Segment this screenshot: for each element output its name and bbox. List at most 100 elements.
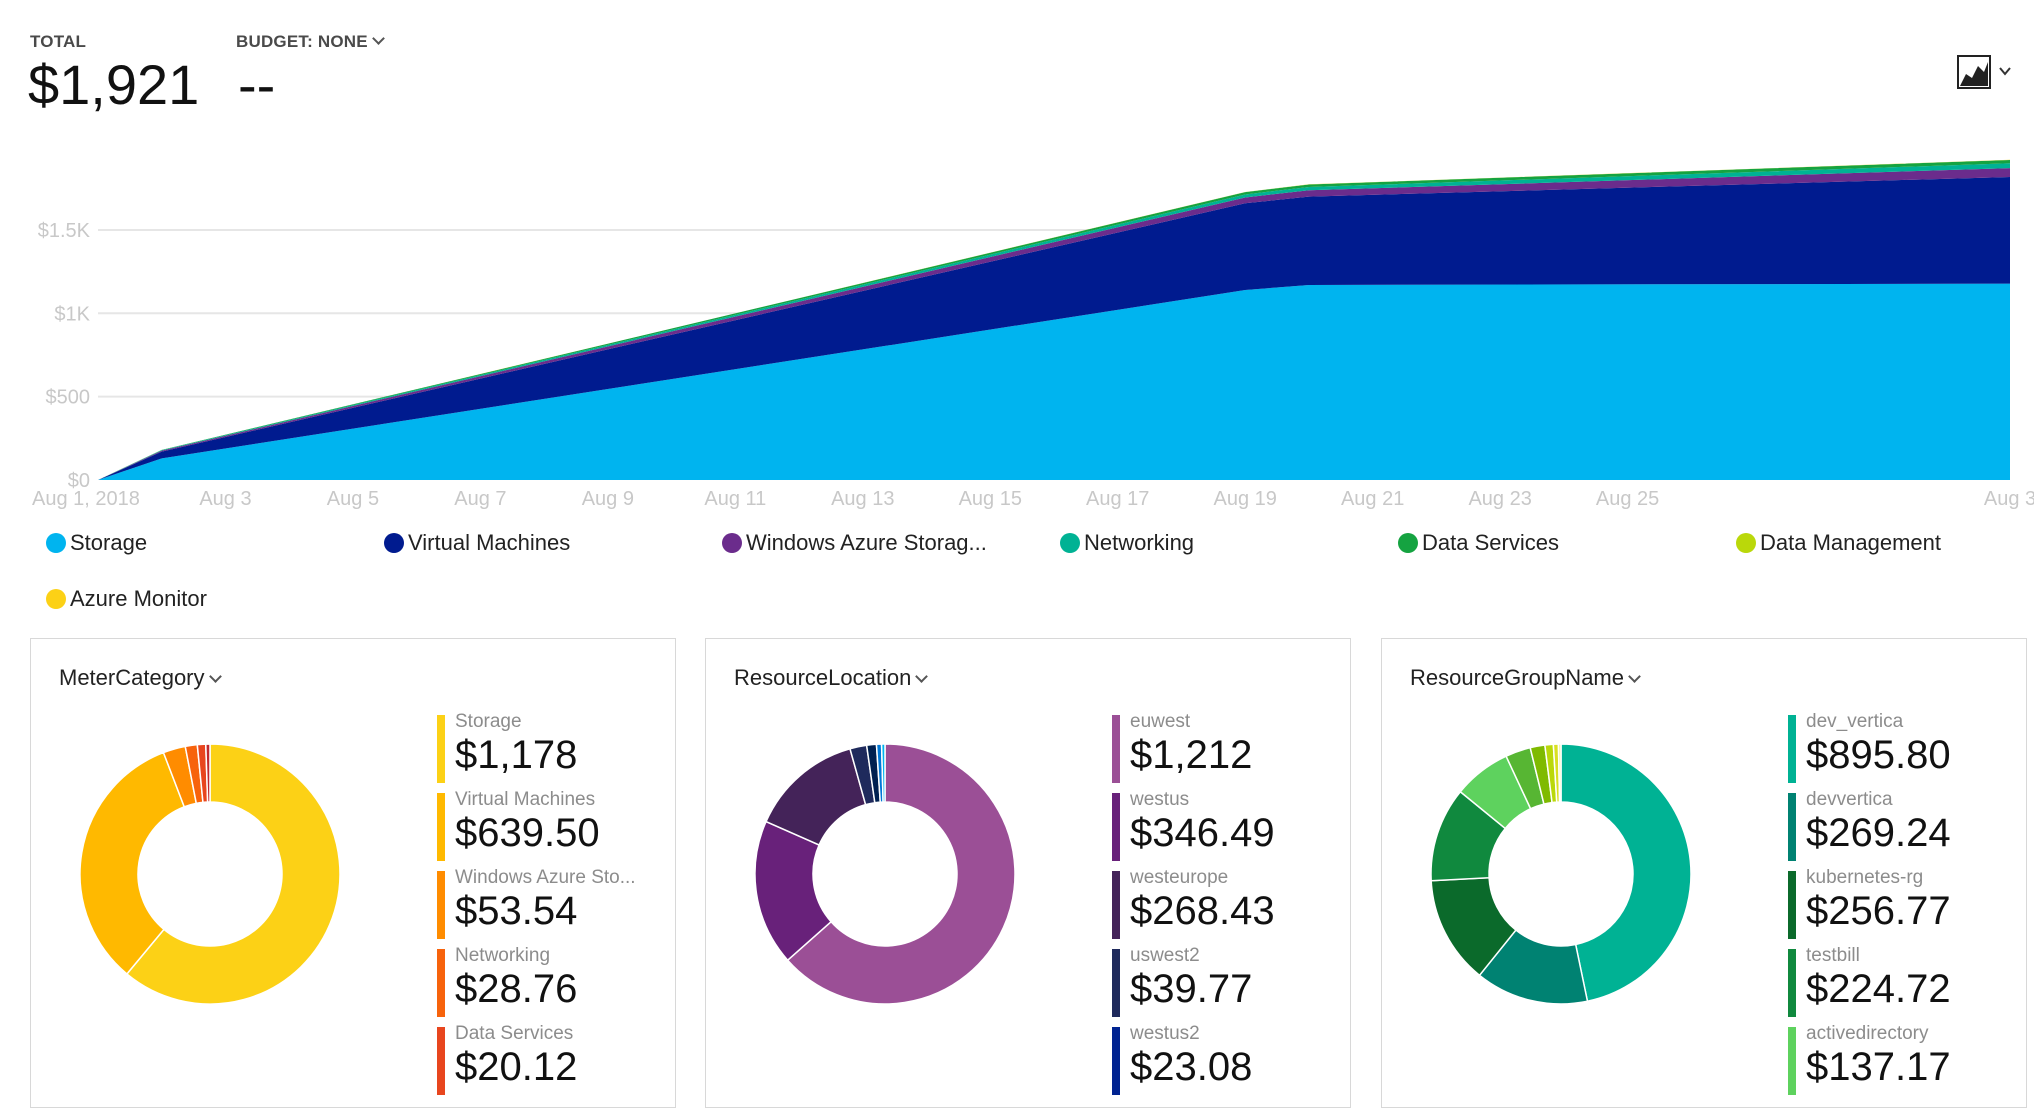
card-group-dropdown[interactable]: ResourceGroupName (1410, 665, 1641, 691)
breakdown-item-value: $256.77 (1806, 889, 1951, 933)
card-title: MeterCategory (59, 665, 205, 690)
legend-label: Data Services (1422, 530, 1559, 555)
breakdown-item-label: westus (1130, 789, 1190, 810)
breakdown-card-resourcelocation: ResourceLocation euwest $1,212 westus $346.4… (705, 638, 1351, 1108)
legend-label: Windows Azure Storag... (746, 530, 987, 555)
y-tick-label: $0 (68, 470, 90, 492)
breakdown-item-label: westus2 (1130, 1023, 1200, 1044)
x-tick-label: Aug 15 (959, 488, 1022, 510)
breakdown-item[interactable]: kubernetes-rg $256.77 (1788, 867, 1951, 945)
x-tick-label: Aug 5 (327, 488, 379, 510)
x-tick-label: Aug 7 (454, 488, 506, 510)
chart-type-toggle[interactable] (1956, 54, 2016, 94)
breakdown-item[interactable]: Storage $1,178 (437, 711, 636, 789)
breakdown-item[interactable]: Virtual Machines $639.50 (437, 789, 636, 867)
donut-slice[interactable] (125, 743, 341, 1005)
donut-slice[interactable] (79, 751, 186, 976)
breakdown-item-label: Networking (455, 945, 551, 966)
card-group-dropdown[interactable]: ResourceLocation (734, 665, 929, 691)
breakdown-item[interactable]: Networking $28.76 (437, 945, 636, 1023)
budget-label: BUDGET: NONE (236, 32, 368, 51)
area-series-storage[interactable] (98, 283, 2010, 480)
breakdown-item[interactable]: Data Services $20.12 (437, 1023, 636, 1101)
legend-item[interactable]: Data Management (1736, 530, 1941, 556)
chevron-down-icon (208, 670, 222, 683)
breakdown-item-value: $269.24 (1806, 811, 1951, 855)
breakdown-item-value: $28.76 (455, 967, 578, 1011)
legend-item[interactable]: Windows Azure Storag... (722, 530, 987, 556)
color-bar (437, 793, 445, 861)
legend-item[interactable]: Azure Monitor (46, 586, 207, 612)
legend-item[interactable]: Networking (1060, 530, 1194, 556)
legend-label: Networking (1084, 530, 1195, 555)
color-bar (1788, 949, 1796, 1017)
donut-slice[interactable] (204, 743, 211, 803)
breakdown-item[interactable]: westus $346.49 (1112, 789, 1275, 867)
legend-item[interactable]: Data Services (1398, 530, 1559, 556)
breakdown-item[interactable]: testbill $224.72 (1788, 945, 1951, 1023)
budget-value: -- (238, 53, 276, 116)
breakdown-item-label: testbill (1806, 945, 1860, 966)
breakdown-item-label: uswest2 (1130, 945, 1200, 966)
legend-label: Storage (70, 530, 148, 555)
area-chart-icon (1957, 55, 2011, 89)
breakdown-item-label: activedirectory (1806, 1023, 1929, 1044)
breakdown-item-value: $137.17 (1806, 1045, 1951, 1089)
breakdown-item[interactable]: westus2 $23.08 (1112, 1023, 1275, 1101)
color-bar (437, 949, 445, 1017)
breakdown-item[interactable]: dev_vertica $895.80 (1788, 711, 1951, 789)
breakdown-card-metercategory: MeterCategory Storage $1,178 Virtual Machin… (30, 638, 676, 1108)
legend-item[interactable]: Storage (46, 530, 147, 556)
breakdown-list: Storage $1,178 Virtual Machines $639.50 Wind… (437, 711, 636, 1101)
breakdown-item-label: euwest (1130, 711, 1191, 732)
color-bar (1112, 871, 1120, 939)
cost-area-chart: $0 $500 $1K $1.5K Aug 1, 2018 Aug 3 Aug 5 Aug 7… (32, 159, 2034, 510)
legend-swatch (1736, 533, 1756, 553)
chevron-down-icon (915, 670, 929, 683)
donut-slice[interactable] (1557, 743, 1562, 803)
breakdown-item-value: $1,178 (455, 733, 578, 777)
legend-item[interactable]: Virtual Machines (384, 530, 570, 556)
breakdown-item[interactable]: euwest $1,212 (1112, 711, 1275, 789)
breakdown-item[interactable]: uswest2 $39.77 (1112, 945, 1275, 1023)
color-bar (1788, 1027, 1796, 1095)
area-series-virtual-machines[interactable] (98, 177, 2010, 480)
legend-swatch (384, 533, 404, 553)
color-bar (437, 871, 445, 939)
chevron-down-icon (371, 32, 385, 45)
breakdown-item-value: $639.50 (455, 811, 600, 855)
card-title: ResourceGroupName (1410, 665, 1624, 690)
breakdown-item-value: $39.77 (1130, 967, 1253, 1011)
breakdown-item-label: kubernetes-rg (1806, 867, 1924, 888)
card-group-dropdown[interactable]: MeterCategory (59, 665, 222, 691)
color-bar (1112, 1027, 1120, 1095)
breakdown-list: dev_vertica $895.80 devvertica $269.24 kuber… (1788, 711, 1951, 1101)
legend-swatch (1060, 533, 1080, 553)
donut-slice[interactable] (880, 743, 886, 803)
legend-label: Azure Monitor (70, 586, 207, 611)
legend-swatch (46, 533, 66, 553)
legend-label: Data Management (1760, 530, 1941, 555)
color-bar (1788, 871, 1796, 939)
breakdown-item[interactable]: westeurope $268.43 (1112, 867, 1275, 945)
x-tick-label: Aug 3 (1984, 488, 2034, 510)
y-tick-label: $1K (54, 303, 90, 325)
color-bar (1112, 793, 1120, 861)
x-tick-label: Aug 23 (1468, 488, 1531, 510)
breakdown-item-value: $1,212 (1130, 733, 1253, 777)
color-bar (437, 1027, 445, 1095)
budget-dropdown[interactable]: BUDGET: NONE (236, 32, 385, 52)
total-label: TOTAL (30, 32, 87, 51)
color-bar (1788, 793, 1796, 861)
breakdown-list: euwest $1,212 westus $346.49 westeurope $268.… (1112, 711, 1275, 1101)
x-tick-label: Aug 19 (1214, 488, 1277, 510)
breakdown-item[interactable]: devvertica $269.24 (1788, 789, 1951, 867)
breakdown-item[interactable]: activedirectory $137.17 (1788, 1023, 1951, 1101)
x-tick-label: Aug 11 (704, 488, 766, 510)
donut-chart (1430, 743, 1692, 1005)
breakdown-item[interactable]: Windows Azure Sto... $53.54 (437, 867, 636, 945)
donut-slice[interactable] (786, 743, 1016, 1005)
breakdown-item-label: dev_vertica (1806, 711, 1904, 732)
donut-chart (754, 743, 1016, 1005)
donut-slice[interactable] (1560, 743, 1692, 1003)
